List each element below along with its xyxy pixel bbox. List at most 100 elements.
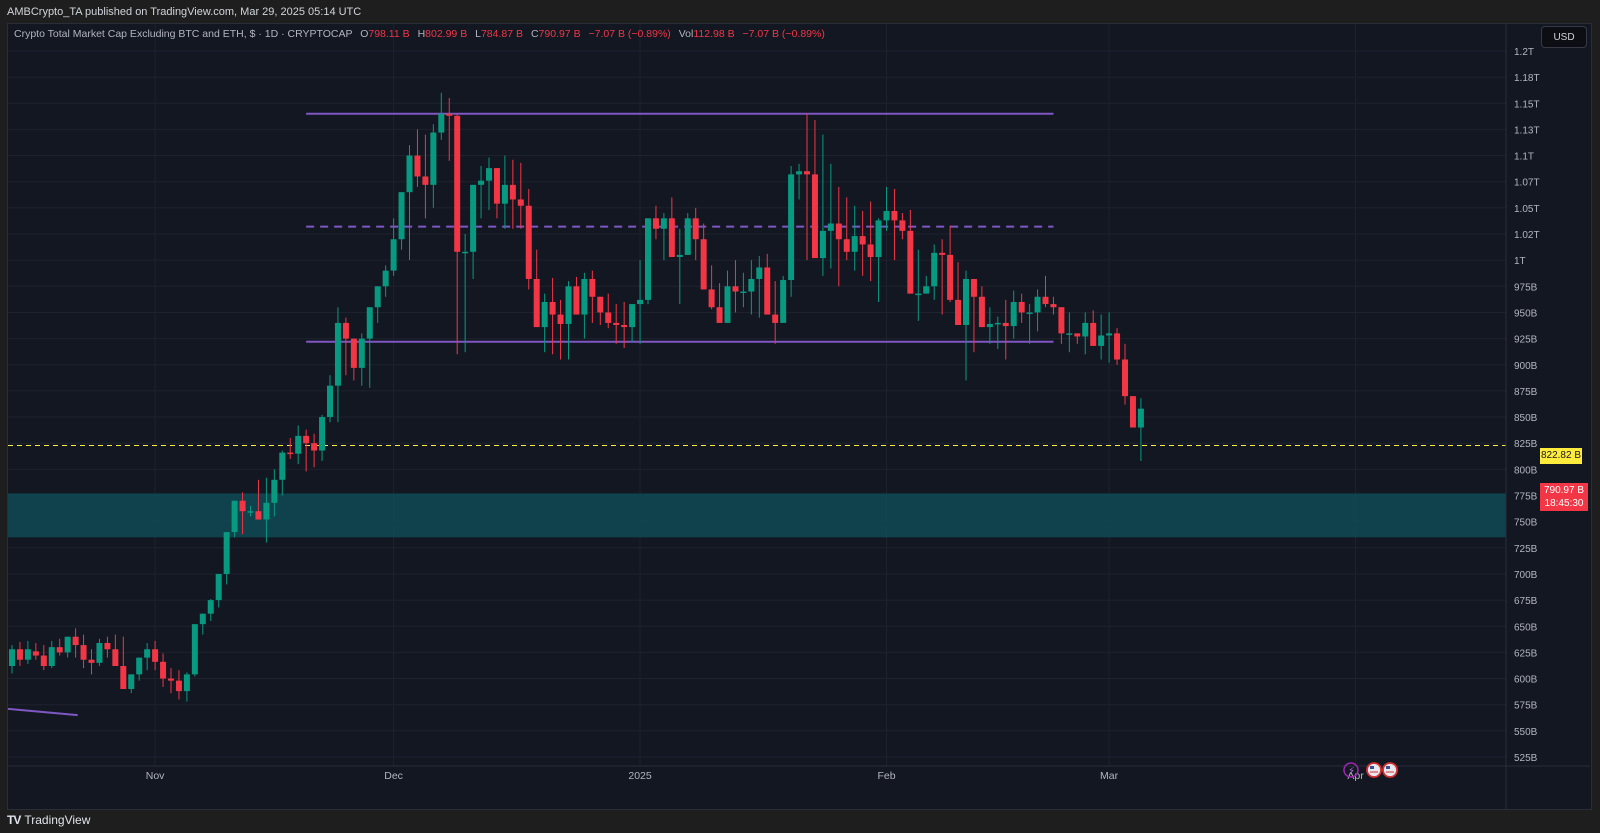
candle-down [56,647,63,653]
us-flag-event-icon[interactable] [1382,762,1398,778]
candle-down [1002,322,1009,327]
candle-down [1050,304,1057,308]
candle-up [501,184,508,204]
open-value: 798.11 B [368,28,410,40]
candle-up [851,236,858,252]
candle-down [342,322,349,339]
candle-up [1034,296,1041,313]
y-axis-label: 650B [1514,622,1538,633]
candle-up [319,417,326,451]
candle-up [796,171,803,175]
candle-down [1114,333,1121,360]
lightning-event-icon[interactable] [1343,762,1359,778]
y-axis-label: 850B [1514,413,1538,424]
x-axis-label: Nov [146,770,165,782]
y-axis-label: 825B [1514,439,1538,450]
event-markers[interactable]: ⚡ [1343,762,1398,778]
candle-up [374,286,381,308]
candle-up [406,155,413,193]
bar-countdown: 18:45:30 [1544,498,1584,509]
plot-area[interactable] [7,24,1506,766]
open-label: O [360,28,369,40]
change-value: −7.07 B (−0.89%) [588,28,671,40]
candle-up [676,254,683,258]
y-axis-label: 1.02T [1514,230,1540,241]
candle-down [597,296,604,313]
y-axis-label: 1.1T [1514,152,1534,163]
candle-down [891,210,898,221]
candle-up [780,280,787,323]
candle-up [756,267,763,279]
candle-up [430,132,437,185]
lightning-glyph: ⚡ [1348,766,1355,777]
candle-down [509,184,516,200]
y-axis-label: 800B [1514,465,1538,476]
candle-down [811,174,818,259]
high-value: 802.99 B [425,28,468,40]
candle-up [48,647,55,666]
candle-down [533,278,540,328]
candle-up [486,168,492,181]
candle-down [1018,301,1025,313]
candle-up [263,502,270,520]
candle-down [605,312,612,323]
close-value: 790.97 B [538,28,581,40]
candle-down [1058,307,1065,334]
brand-name: TradingView [24,813,91,827]
candle-up [963,278,969,326]
candle-down [32,651,39,656]
candle-up [915,293,922,296]
y-axis-label: 950B [1514,308,1538,319]
hline-price-tag: 822.82 B [1540,448,1582,464]
candle-down [517,199,524,206]
candle-down [72,636,79,646]
candle-down [978,296,985,328]
y-axis-label: 975B [1514,282,1538,293]
candle-up [1082,322,1089,337]
tradingview-footer[interactable]: TV TradingView [7,810,90,830]
candle-down [1042,296,1049,305]
y-axis-label: 900B [1514,361,1538,372]
candle-down [557,314,564,324]
candle-down [859,236,866,245]
candle-up [128,674,135,690]
candle-up [645,218,651,300]
candle-up [24,649,31,660]
candle-up [398,192,405,240]
candle-up [1098,335,1105,346]
candle-up [1137,408,1144,428]
candle-down [40,655,47,666]
candle-up [827,223,834,231]
trend-line[interactable] [7,707,78,717]
candle-up [1066,333,1073,335]
flag-canton [1386,766,1390,769]
candle-up [231,500,238,533]
candle-down [287,452,294,455]
low-value: 784.87 B [480,28,524,40]
candle-up [581,278,588,315]
candle-up [1026,312,1033,314]
y-axis-label: 1.2T [1514,47,1534,58]
candle-down [652,218,659,229]
currency-button[interactable]: USD [1541,26,1587,48]
candle-down [947,254,954,300]
y-axis-label: 525B [1514,753,1538,764]
us-flag-event-icon[interactable] [1366,762,1382,778]
candle-down [88,659,95,663]
candle-up [637,299,644,305]
candle-down [716,307,723,323]
candle-down [120,665,127,690]
candle-up [334,322,341,386]
candle-up [994,322,1001,325]
candle-up [1010,301,1017,327]
candle-down [303,435,310,444]
candle-down [732,286,739,292]
candle-up [144,649,151,658]
high-label: H [417,28,426,40]
candle-down [970,278,977,297]
candle-up [629,304,636,328]
candle-up [223,532,230,574]
candle-up [9,649,15,666]
candle-down [350,338,357,368]
